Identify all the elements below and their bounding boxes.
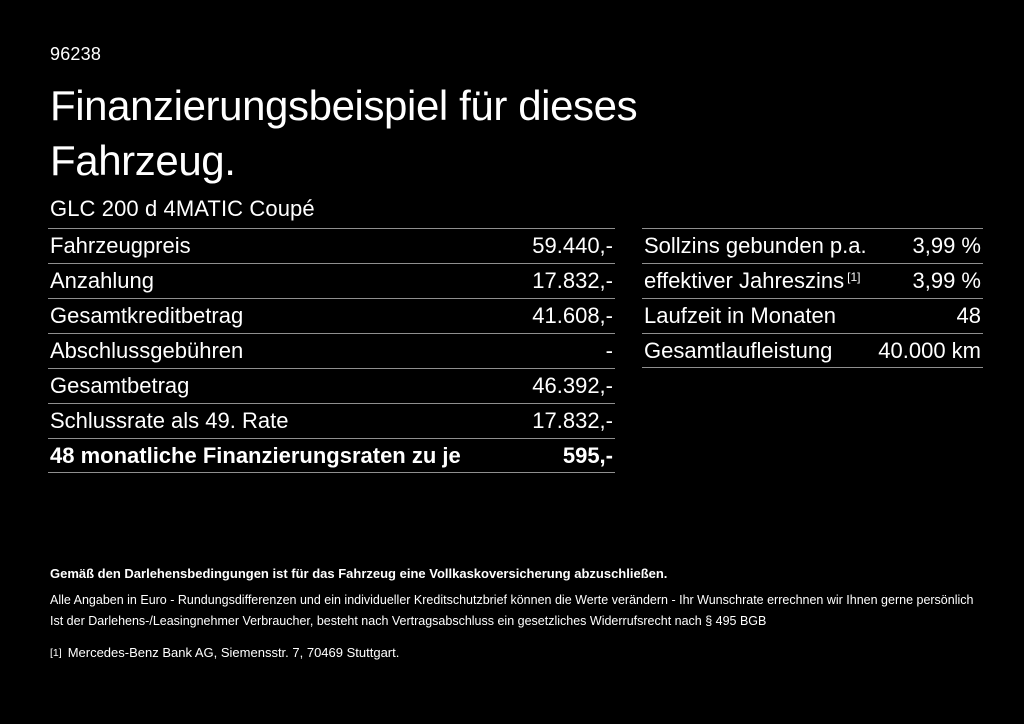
row-label: Anzahlung bbox=[50, 268, 154, 293]
row-value: 3,99 % bbox=[912, 233, 982, 258]
row-value: 59.440,- bbox=[532, 233, 613, 258]
row-label-text: Sollzins gebunden p.a. bbox=[644, 233, 867, 258]
row-label: 48 monatliche Finanzierungsraten zu je bbox=[50, 442, 461, 468]
disclaimer-line-2: Ist der Darlehens-/Leasingnehmer Verbrau… bbox=[50, 614, 767, 628]
conditions-table-row: Sollzins gebunden p.a. 3,99 % bbox=[642, 228, 983, 263]
conditions-table: Sollzins gebunden p.a. 3,99 % effektiver… bbox=[642, 228, 983, 368]
financing-table-row: 48 monatliche Finanzierungsraten zu je 5… bbox=[48, 438, 615, 473]
conditions-table-row: Gesamtlaufleistung 40.000 km bbox=[642, 333, 983, 368]
conditions-table-row: Laufzeit in Monaten 48 bbox=[642, 298, 983, 333]
financing-table-row: Schlussrate als 49. Rate 17.832,- bbox=[48, 403, 615, 438]
financing-table-row: Fahrzeugpreis 59.440,- bbox=[48, 228, 615, 263]
row-label: effektiver Jahreszins [1] bbox=[642, 268, 860, 294]
listing-id: 96238 bbox=[50, 44, 102, 64]
row-value: - bbox=[605, 338, 613, 363]
row-value: 595,- bbox=[562, 442, 613, 468]
row-label: Schlussrate als 49. Rate bbox=[50, 408, 289, 433]
financing-table-row: Anzahlung 17.832,- bbox=[48, 263, 615, 298]
insurance-note: Gemäß den Darlehensbedingungen ist für d… bbox=[50, 566, 668, 581]
conditions-table-row: effektiver Jahreszins [1] 3,99 % bbox=[642, 263, 983, 298]
row-value: 3,99 % bbox=[912, 268, 982, 293]
footer: Gemäß den Darlehensbedingungen ist für d… bbox=[50, 566, 1000, 660]
footnote: [1] Mercedes-Benz Bank AG, Siemensstr. 7,… bbox=[50, 645, 1000, 660]
financing-table-row: Abschlussgebühren - bbox=[48, 333, 615, 368]
row-value: 48 bbox=[956, 303, 981, 328]
footnote-text: Mercedes-Benz Bank AG, Siemensstr. 7, 70… bbox=[67, 645, 400, 660]
row-label: Fahrzeugpreis bbox=[50, 233, 191, 258]
row-label-text: effektiver Jahreszins bbox=[644, 268, 845, 293]
row-label: Laufzeit in Monaten bbox=[642, 303, 836, 329]
page-title: Finanzierungsbeispiel für dieses Fahrzeu… bbox=[50, 82, 638, 184]
row-value: 41.608,- bbox=[532, 303, 613, 328]
row-value: 17.832,- bbox=[532, 268, 613, 293]
financing-table-row: Gesamtbetrag 46.392,- bbox=[48, 368, 615, 403]
row-label-text: Gesamtlaufleistung bbox=[644, 337, 833, 363]
row-value: 17.832,- bbox=[532, 408, 613, 433]
row-label: Gesamtlaufleistung bbox=[642, 338, 832, 364]
row-label: Gesamtbetrag bbox=[50, 373, 190, 398]
row-label: Gesamtkreditbetrag bbox=[50, 303, 244, 328]
row-label-text: Laufzeit in Monaten bbox=[644, 303, 837, 328]
disclaimer-line-1: Alle Angaben in Euro - Rundungsdifferenz… bbox=[50, 593, 974, 607]
footnote-marker: [1] bbox=[50, 647, 62, 659]
financing-table-row: Gesamtkreditbetrag 41.608,- bbox=[48, 298, 615, 333]
row-value: 46.392,- bbox=[532, 373, 613, 398]
row-label: Abschlussgebühren bbox=[50, 338, 244, 363]
row-label: Sollzins gebunden p.a. bbox=[642, 233, 867, 259]
vehicle-name: GLC 200 d 4MATIC Coupé bbox=[50, 196, 315, 221]
financing-table: Fahrzeugpreis 59.440,- Anzahlung 17.832,… bbox=[48, 228, 615, 473]
row-value: 40.000 km bbox=[878, 337, 981, 363]
footnote-reference: [1] bbox=[847, 270, 861, 284]
